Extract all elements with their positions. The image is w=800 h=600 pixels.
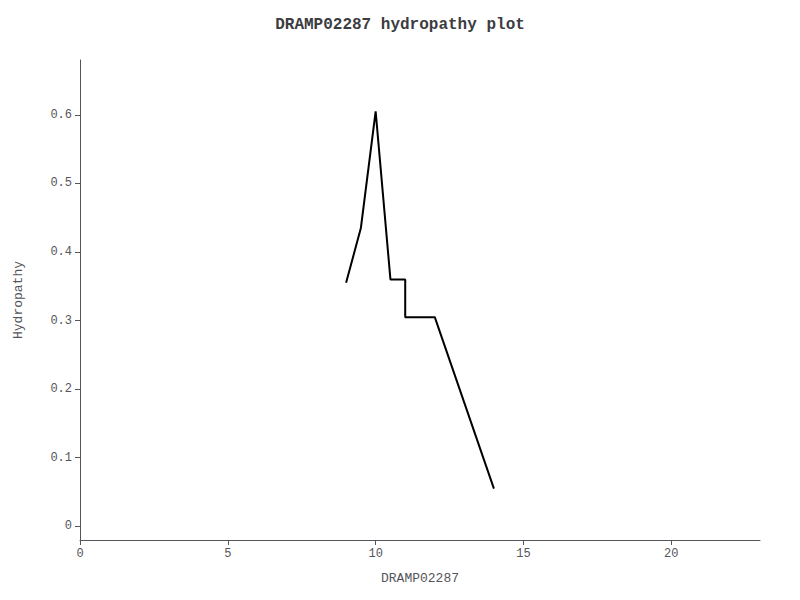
svg-text:0.4: 0.4 bbox=[50, 245, 72, 259]
svg-text:0.6: 0.6 bbox=[50, 108, 72, 122]
svg-text:DRAMP02287: DRAMP02287 bbox=[381, 571, 459, 586]
svg-text:15: 15 bbox=[516, 547, 530, 561]
svg-text:0.5: 0.5 bbox=[50, 176, 72, 190]
svg-text:0.1: 0.1 bbox=[50, 451, 72, 465]
svg-text:0.2: 0.2 bbox=[50, 382, 72, 396]
svg-text:0.3: 0.3 bbox=[50, 314, 72, 328]
svg-text:DRAMP02287 hydropathy plot: DRAMP02287 hydropathy plot bbox=[275, 16, 525, 34]
svg-text:0: 0 bbox=[76, 547, 83, 561]
svg-text:20: 20 bbox=[664, 547, 678, 561]
svg-text:0: 0 bbox=[65, 519, 72, 533]
svg-text:10: 10 bbox=[368, 547, 382, 561]
svg-text:5: 5 bbox=[224, 547, 231, 561]
svg-text:Hydropathy: Hydropathy bbox=[11, 261, 26, 339]
